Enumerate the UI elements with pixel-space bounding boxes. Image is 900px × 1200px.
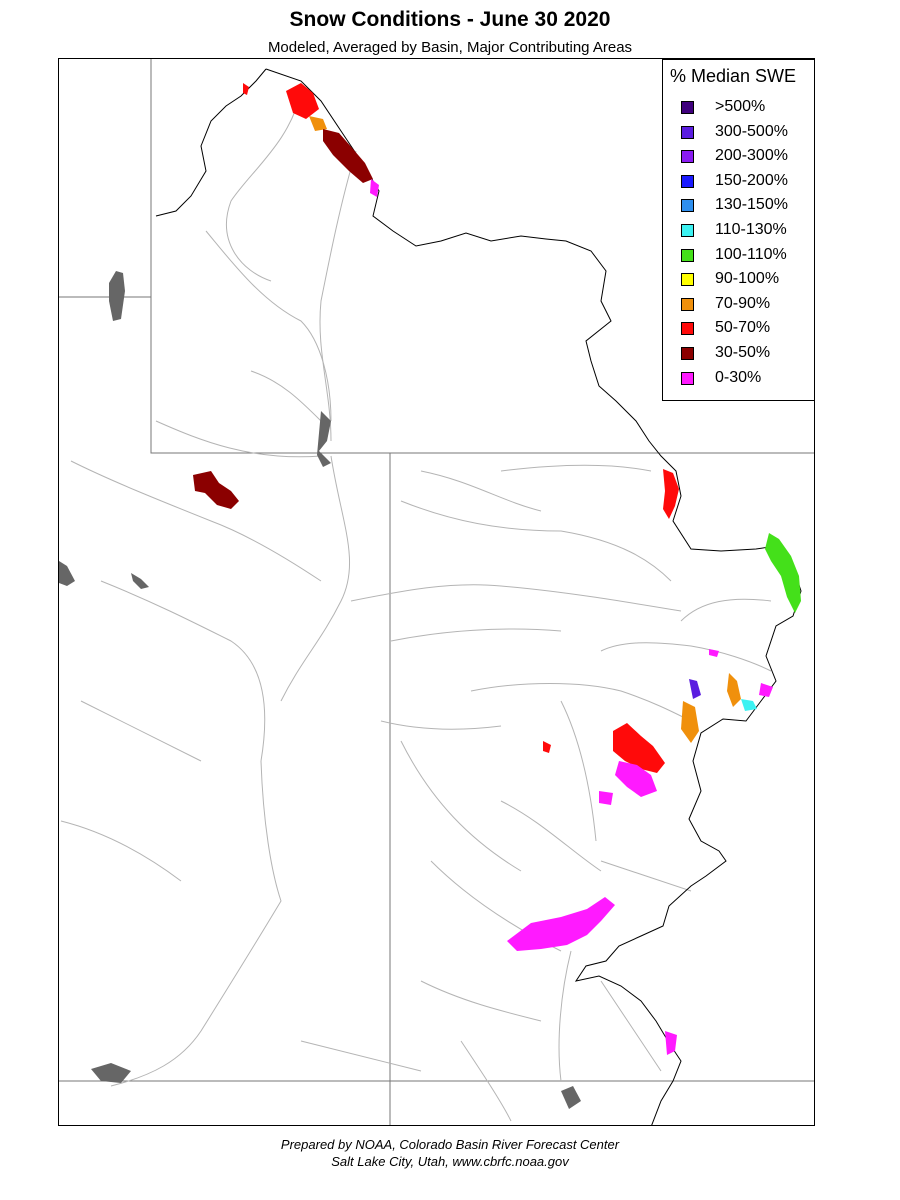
river	[420, 470, 542, 512]
legend-swatch	[681, 224, 694, 237]
map-subtitle: Modeled, Averaged by Basin, Major Contri…	[267, 39, 633, 56]
snow-patch-70-90	[727, 673, 741, 707]
river	[420, 980, 542, 1022]
river	[155, 420, 322, 458]
legend-swatch	[681, 174, 694, 188]
river	[350, 584, 682, 612]
state-line-idaho-wyoming	[150, 59, 391, 1125]
legend-swatch	[681, 125, 694, 139]
legend-swatch	[681, 199, 694, 213]
lakes	[59, 271, 581, 1109]
river	[80, 700, 202, 762]
legend-label: 200-300%	[715, 147, 788, 165]
legend-swatch	[681, 347, 694, 360]
river	[558, 950, 572, 1082]
river	[680, 598, 772, 622]
river	[460, 1040, 512, 1122]
snow-patch-50-70	[286, 83, 319, 119]
river	[100, 580, 266, 762]
legend-label: 70-90%	[715, 294, 771, 312]
map-frame	[58, 58, 815, 1126]
river	[380, 720, 502, 730]
river	[600, 860, 692, 892]
river	[400, 740, 522, 872]
snow-patch-30-50	[323, 129, 373, 183]
lake	[131, 573, 149, 589]
river	[470, 683, 692, 722]
river	[319, 150, 357, 442]
river	[60, 820, 182, 882]
legend-swatch	[681, 297, 694, 311]
river	[500, 800, 602, 872]
credit-line-1: Prepared by NOAA, Colorado Basin River F…	[280, 1137, 620, 1152]
snow-patch-70-90	[681, 701, 699, 743]
legend-label: 100-110%	[715, 245, 787, 263]
snow-patch-50-70	[543, 741, 551, 753]
legend-swatch	[681, 322, 694, 336]
legend: % Median SWE >500% 300-500% 200-300% 150-20…	[662, 59, 815, 401]
snow-patch-0-30	[599, 791, 613, 805]
lake	[317, 411, 331, 467]
legend-swatch	[681, 273, 694, 287]
state-lines	[59, 59, 814, 1125]
legend-swatch	[681, 101, 694, 114]
river	[250, 370, 322, 422]
legend-label: 110-130%	[715, 221, 787, 238]
river	[600, 642, 772, 672]
lake	[91, 1063, 131, 1083]
basin-map	[59, 59, 814, 1125]
river	[110, 760, 282, 1087]
legend-label: 50-70%	[715, 319, 771, 337]
snow-patches	[193, 83, 801, 1055]
snow-patch-50-70	[243, 83, 249, 95]
snow-patch-0-30	[507, 897, 615, 951]
legend-label: 150-200%	[715, 171, 788, 189]
credit-line-2: Salt Lake City, Utah, www.cbrfc.noaa.gov	[331, 1154, 569, 1169]
snow-patch-110-130	[741, 699, 757, 711]
snow-patch-30-50	[193, 471, 239, 509]
legend-swatch	[681, 150, 694, 164]
legend-label: >500%	[715, 98, 766, 115]
legend-swatch	[681, 371, 694, 385]
snow-patch-0-30	[665, 1031, 677, 1055]
river	[300, 1040, 422, 1072]
snow-patch-50-70	[613, 723, 665, 773]
basin-boundary-west	[155, 68, 267, 217]
snow-patch-0-30	[615, 761, 657, 797]
map-title: Snow Conditions - June 30 2020	[289, 8, 611, 31]
river	[280, 455, 351, 702]
snow-patch-100-110	[765, 533, 801, 613]
river-network	[60, 90, 772, 1122]
river	[70, 460, 322, 582]
legend-label: 130-150%	[715, 196, 788, 214]
legend-label: 90-100%	[715, 270, 780, 288]
river	[560, 700, 597, 842]
river	[226, 90, 302, 282]
lake	[59, 561, 75, 586]
legend-title: % Median SWE	[670, 66, 797, 86]
snow-patch-0-30	[370, 179, 379, 197]
snow-patch-300-500	[689, 679, 701, 699]
river	[500, 464, 652, 472]
river	[400, 500, 672, 582]
snow-patch-70-90	[309, 116, 327, 131]
river	[600, 980, 662, 1072]
snow-patch-50-70	[663, 469, 679, 519]
legend-label: 0-30%	[715, 368, 762, 386]
lake	[109, 271, 125, 321]
river	[390, 628, 562, 642]
snow-patch-0-30	[759, 683, 773, 697]
snow-patch-0-30	[709, 649, 719, 657]
legend-label: 300-500%	[715, 122, 788, 140]
lake	[561, 1086, 581, 1109]
river	[205, 230, 332, 422]
legend-label: 30-50%	[715, 344, 771, 361]
legend-swatch	[681, 248, 694, 262]
